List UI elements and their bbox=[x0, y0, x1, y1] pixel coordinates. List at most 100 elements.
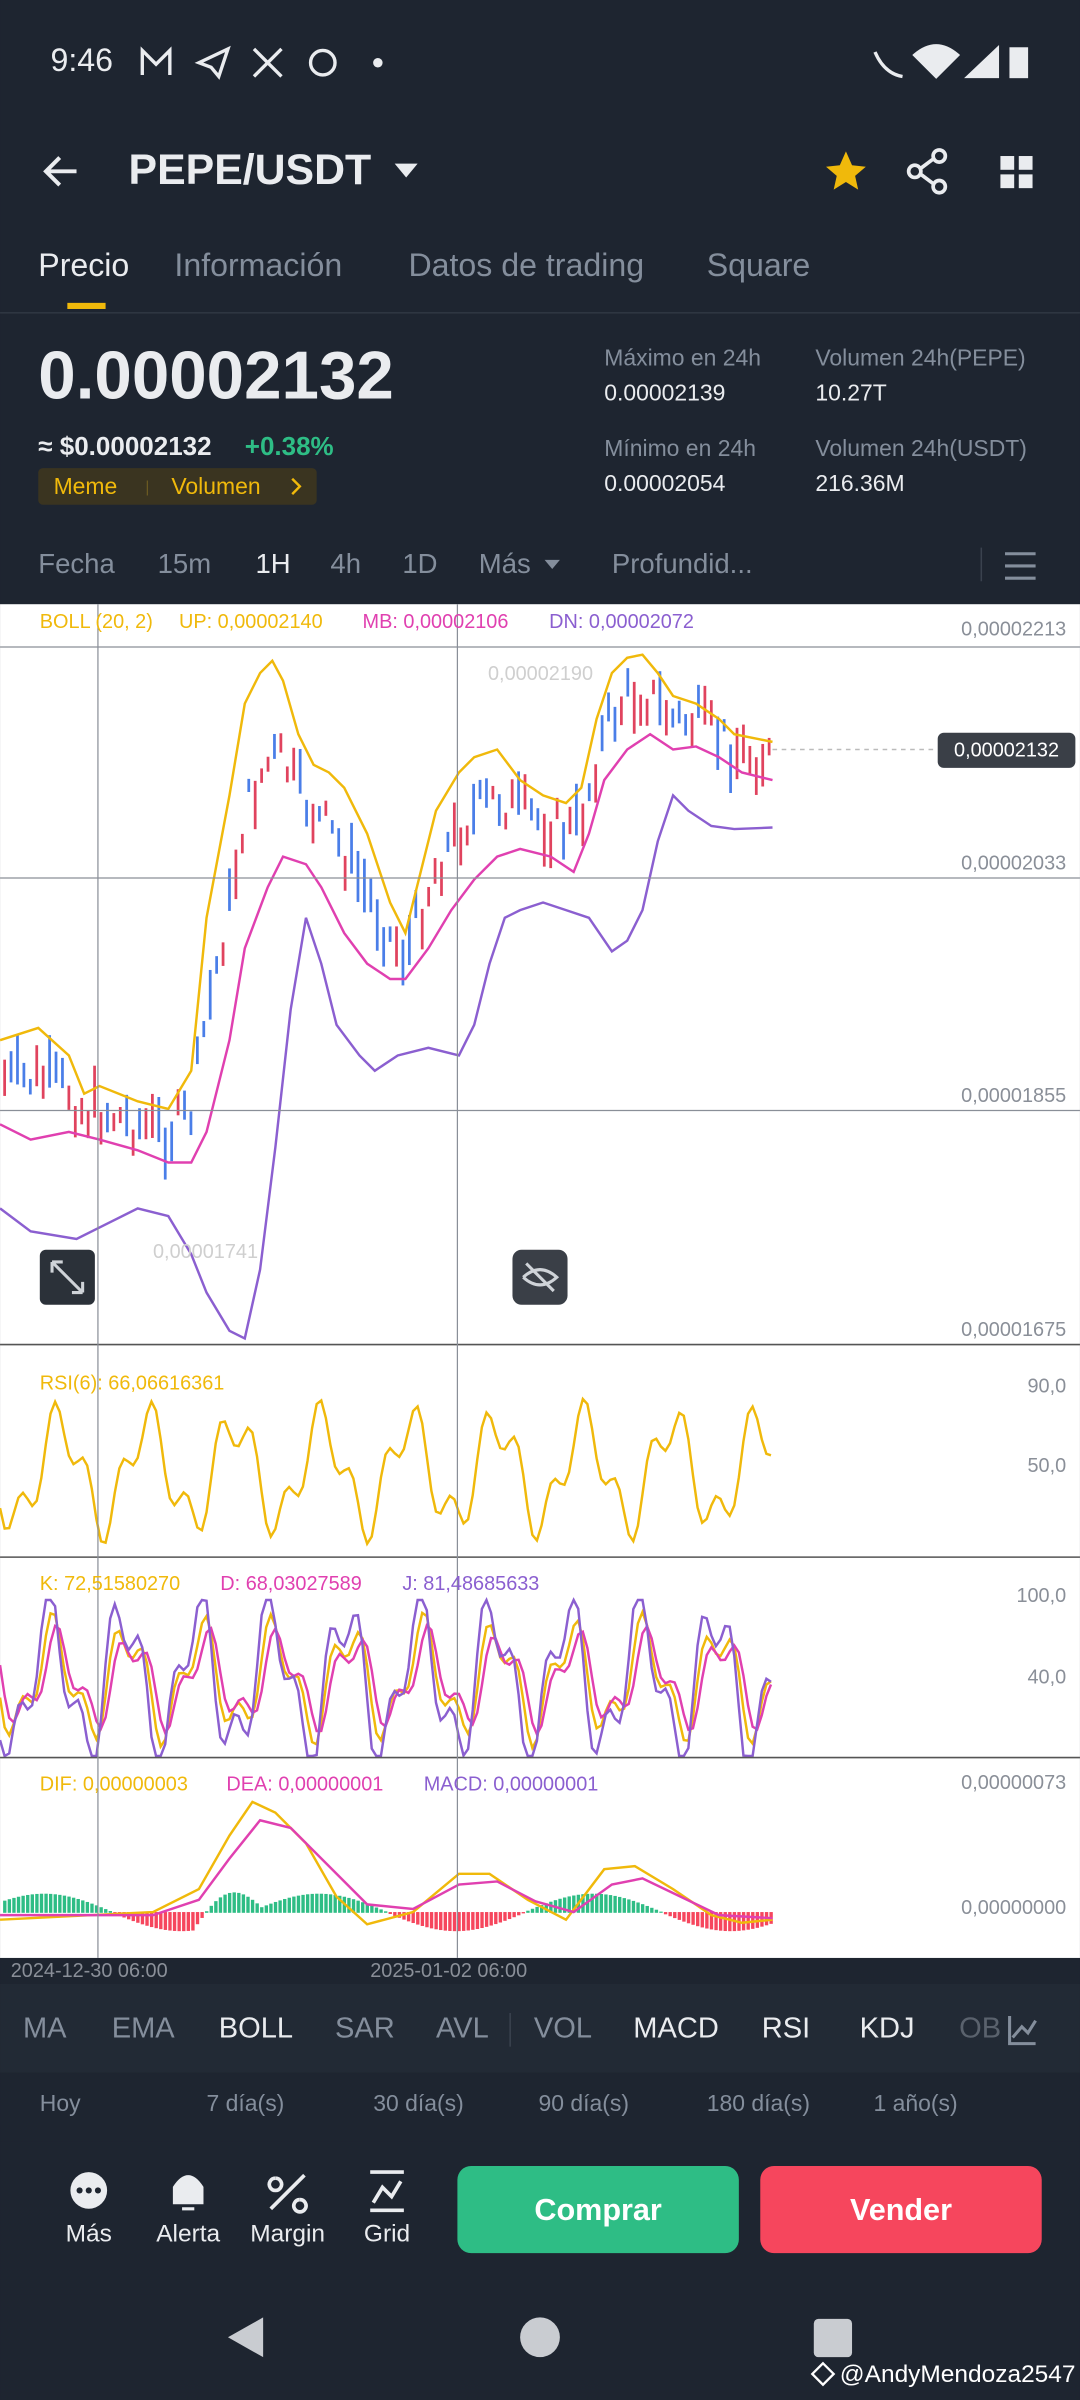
indicator-tab[interactable]: EMA bbox=[112, 2012, 176, 2044]
macd-bar bbox=[535, 1906, 539, 1913]
y-axis-label: 40,0 bbox=[1028, 1666, 1067, 1688]
macd-bar bbox=[746, 1912, 750, 1930]
divider bbox=[509, 2013, 511, 2047]
macd-bar bbox=[452, 1912, 457, 1932]
macd-bar bbox=[411, 1912, 415, 1924]
indicator-tab[interactable]: OB bbox=[959, 2012, 1001, 2044]
macd-bar bbox=[627, 1899, 631, 1913]
indicator-tab[interactable]: BOLL bbox=[219, 2012, 293, 2044]
interval[interactable]: 1D bbox=[402, 548, 437, 579]
macd-bar bbox=[71, 1897, 76, 1913]
tab[interactable]: Datos de trading bbox=[408, 247, 644, 283]
macd-bar bbox=[517, 1912, 521, 1916]
indicator-settings[interactable] bbox=[1008, 2016, 1037, 2046]
high-marker: 0,00002190 bbox=[488, 663, 593, 685]
nav-recents[interactable] bbox=[813, 2318, 853, 2358]
sell-label[interactable]: Vender bbox=[850, 2193, 952, 2227]
hide-icon bbox=[522, 1262, 560, 1293]
macd-bar bbox=[145, 1912, 149, 1926]
macd-bar bbox=[434, 1912, 438, 1930]
macd-bar bbox=[195, 1912, 200, 1925]
action-label[interactable]: Grid bbox=[364, 2220, 410, 2247]
pair-title[interactable]: PEPE/USDT bbox=[129, 146, 372, 194]
macd-bar bbox=[595, 1893, 599, 1913]
stat-value: 0.00002139 bbox=[604, 380, 725, 406]
macd-bar bbox=[365, 1903, 369, 1913]
macd-bar bbox=[172, 1912, 177, 1931]
chart-plot bbox=[0, 653, 773, 1932]
x-axis-label: 2024-12-30 06:00 bbox=[11, 1960, 168, 1982]
macd-bar bbox=[760, 1912, 764, 1927]
stat-value: 10.27T bbox=[815, 380, 886, 406]
macd-bar bbox=[108, 1911, 113, 1913]
indicator-tab[interactable]: VOL bbox=[534, 2012, 592, 2044]
indicator-tab[interactable]: KDJ bbox=[860, 2012, 915, 2044]
tab[interactable]: Información bbox=[174, 247, 342, 283]
macd-bar bbox=[177, 1912, 181, 1932]
divider bbox=[0, 312, 1080, 314]
macd-bar bbox=[315, 1893, 319, 1913]
indicator-tab[interactable]: SAR bbox=[335, 2012, 395, 2044]
macd-bar bbox=[356, 1900, 360, 1913]
macd-bar bbox=[663, 1912, 668, 1915]
share-button[interactable] bbox=[906, 148, 948, 195]
interval[interactable]: Profundid... bbox=[612, 548, 753, 579]
buy-label[interactable]: Comprar bbox=[534, 2193, 662, 2227]
macd-bar bbox=[26, 1894, 30, 1913]
tab[interactable]: Precio bbox=[38, 247, 129, 283]
legend: UP: 0,00002140 bbox=[179, 611, 323, 633]
macd-bar bbox=[260, 1907, 264, 1913]
macd-dif bbox=[0, 1800, 773, 1926]
macd-bar bbox=[76, 1898, 80, 1913]
interval[interactable]: Fecha bbox=[38, 548, 115, 579]
tag[interactable]: Volumen bbox=[171, 473, 260, 499]
macd-bar bbox=[714, 1912, 718, 1931]
macd-bar bbox=[209, 1905, 213, 1913]
sell-button[interactable] bbox=[760, 2165, 1042, 2254]
rsi-line bbox=[0, 1396, 772, 1547]
pair-dropdown[interactable] bbox=[394, 163, 418, 178]
indicator-tab[interactable]: MA bbox=[23, 2012, 67, 2044]
interval[interactable]: 1H bbox=[255, 548, 290, 579]
nav-back[interactable] bbox=[227, 2317, 264, 2358]
macd-bar bbox=[163, 1912, 168, 1930]
macd-bar bbox=[154, 1912, 158, 1929]
y-axis-label: 100,0 bbox=[1016, 1585, 1066, 1607]
favorite-button[interactable] bbox=[826, 151, 866, 190]
action-label[interactable]: Alerta bbox=[156, 2220, 220, 2247]
stat-label: Volumen 24h(USDT) bbox=[815, 435, 1027, 461]
interval[interactable]: 15m bbox=[158, 548, 212, 579]
macd-bar bbox=[489, 1912, 493, 1926]
macd-bar bbox=[53, 1894, 57, 1913]
alert-icon bbox=[172, 2175, 204, 2211]
divider bbox=[980, 547, 983, 582]
macd-bar bbox=[691, 1912, 695, 1925]
macd-bar bbox=[324, 1893, 328, 1913]
macd-bar bbox=[246, 1896, 250, 1913]
macd-bar bbox=[250, 1899, 255, 1913]
indicator-tab[interactable]: MACD bbox=[633, 2012, 719, 2044]
interval[interactable]: Más bbox=[479, 548, 531, 579]
macd-bar bbox=[104, 1909, 108, 1913]
nav-home[interactable] bbox=[520, 2317, 560, 2358]
buy-button[interactable] bbox=[457, 2165, 739, 2254]
back-button[interactable] bbox=[43, 156, 77, 187]
macd-bar bbox=[512, 1912, 516, 1918]
indicator-tab[interactable]: RSI bbox=[762, 2012, 810, 2044]
status-icons bbox=[140, 44, 1029, 80]
y-axis-label: 50,0 bbox=[1028, 1455, 1067, 1477]
fullscreen-icon bbox=[50, 1260, 85, 1295]
legend: K: 72,51580270 bbox=[40, 1573, 180, 1595]
stat-value: 0.00002054 bbox=[604, 470, 725, 496]
interval[interactable]: 4h bbox=[330, 548, 361, 579]
boll-lower bbox=[0, 793, 773, 1341]
action-label[interactable]: Más bbox=[66, 2220, 112, 2247]
tab[interactable]: Square bbox=[707, 247, 811, 283]
macd-bar bbox=[705, 1912, 709, 1929]
indicator-tab[interactable]: AVL bbox=[436, 2012, 489, 2044]
chart-settings-button[interactable] bbox=[1005, 552, 1036, 580]
tag[interactable]: Meme bbox=[54, 473, 118, 499]
layout-button[interactable] bbox=[1000, 156, 1033, 189]
macd-bar bbox=[636, 1902, 640, 1913]
action-label[interactable]: Margin bbox=[250, 2220, 325, 2247]
